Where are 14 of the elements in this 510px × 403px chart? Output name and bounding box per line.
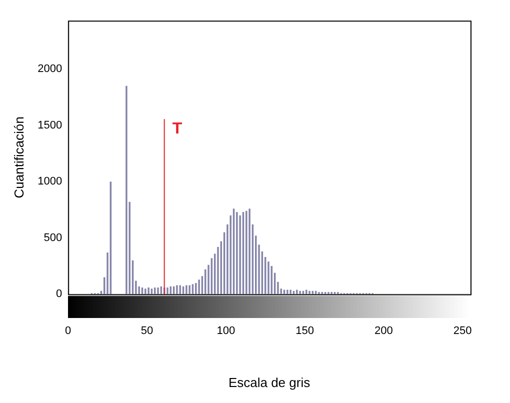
ref-line-label: T bbox=[172, 120, 182, 138]
x-tick-label: 200 bbox=[374, 324, 393, 337]
y-tick-label: 1000 bbox=[38, 176, 62, 188]
y-tick-label: 2000 bbox=[38, 63, 62, 76]
y-tick-label: 500 bbox=[44, 232, 62, 244]
x-tick-label: 50 bbox=[140, 324, 154, 337]
y-axis-title: Cuantificación bbox=[11, 116, 26, 198]
y-tick-label: 0 bbox=[56, 288, 62, 300]
x-tick-label: 150 bbox=[296, 324, 314, 337]
x-tick-label: 0 bbox=[65, 324, 72, 337]
y-tick-label: 1500 bbox=[38, 119, 62, 132]
x-axis-title: Escala de gris bbox=[228, 374, 311, 390]
x-tick-label: 100 bbox=[216, 324, 236, 337]
x-tick-label: 250 bbox=[453, 324, 472, 337]
